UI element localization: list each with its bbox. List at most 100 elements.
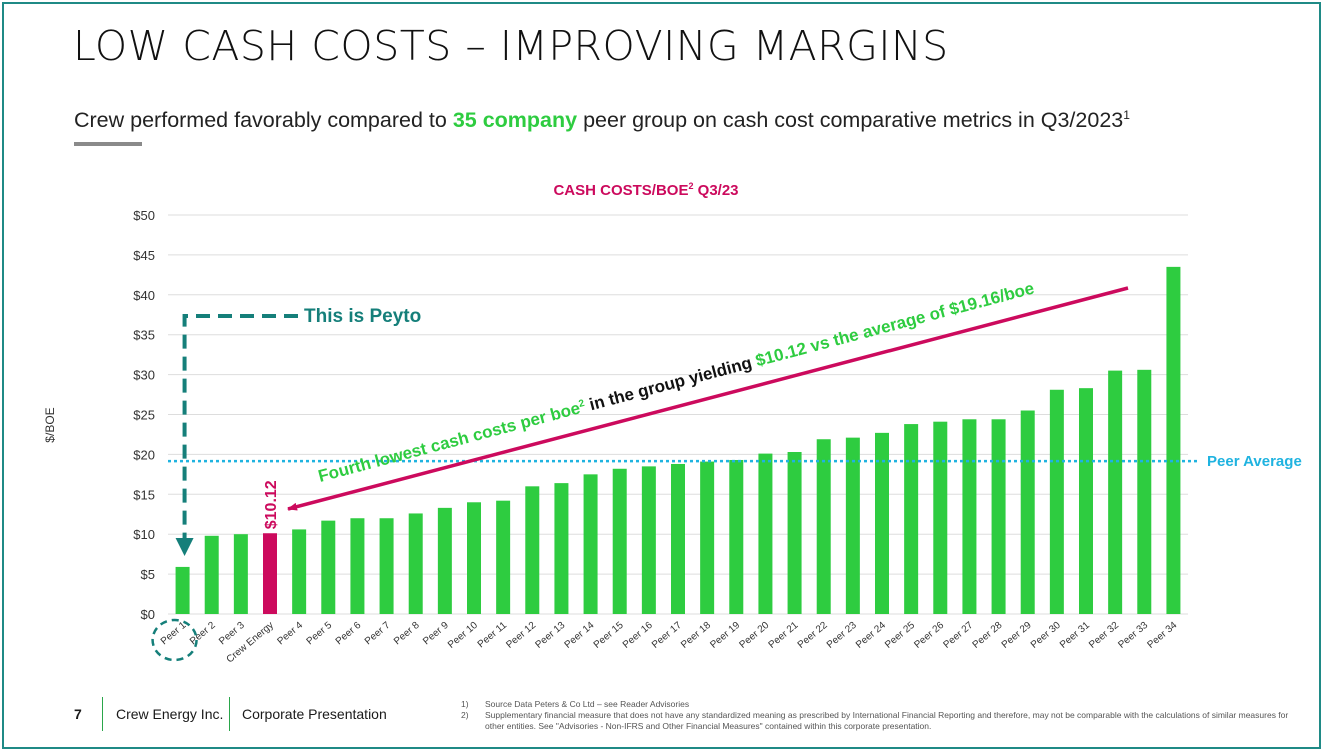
footnote: 2) Supplementary financial measure that d… (461, 710, 1291, 732)
bars (175, 266, 1181, 614)
subtitle-underline (74, 142, 142, 146)
bar (379, 518, 394, 614)
subtitle-text-start: Crew performed favorably compared to (74, 108, 453, 133)
x-tick-label: Peer 6 (334, 620, 364, 648)
footnotes: 1) Source Data Peters & Co Ltd – see Read… (461, 699, 1291, 732)
bar (1137, 369, 1152, 614)
bar (1049, 389, 1064, 614)
x-tick-label: Peer 4 (275, 620, 305, 648)
y-tick-labels: $0 $5 $10 $15 $20 $25 $30 $35 $40 $45 $50 (133, 208, 155, 622)
bar (671, 463, 685, 614)
x-tick-label: Peer 24 (854, 620, 888, 651)
y-tick-label: $20 (133, 447, 155, 462)
x-tick-label: Peer 32 (1087, 620, 1121, 651)
y-tick-label: $25 (133, 408, 155, 423)
x-tick-label: Peer 31 (1058, 620, 1092, 651)
bar (1079, 388, 1093, 614)
x-tick-label: Peer 19 (708, 620, 742, 651)
footnote: 1) Source Data Peters & Co Ltd – see Read… (461, 699, 1291, 710)
x-tick-label: Peer 5 (305, 620, 335, 648)
chart-title-suffix: Q3/23 (694, 182, 739, 199)
bar-crew-energy (263, 533, 277, 614)
this-is-peyto-label: This is Peyto (304, 306, 421, 327)
x-tick-label: Peer 12 (504, 620, 538, 651)
chart-title-main: CASH COSTS/BOE (553, 182, 688, 199)
y-tick-label: $45 (133, 248, 155, 263)
y-tick-label: $40 (133, 288, 155, 303)
x-tick-label: Peer 16 (621, 620, 655, 651)
x-tick-label: Peer 21 (767, 620, 801, 651)
x-tick-label: Peer 33 (1116, 620, 1150, 651)
y-tick-label: $30 (133, 368, 155, 383)
footnote-number: 2) (461, 710, 469, 720)
x-tick-label: Peer 23 (825, 620, 859, 651)
footnote-text: Supplementary financial measure that doe… (485, 710, 1289, 731)
subtitle-highlight: 35 company (452, 108, 578, 133)
y-tick-label: $0 (141, 607, 155, 622)
x-tick-label: Peer 29 (1000, 620, 1034, 651)
bar (612, 468, 627, 614)
y-tick-label: $15 (133, 487, 155, 502)
peer-average-label: Peer Average (1207, 453, 1302, 470)
footnote-text: Source Data Peters & Co Ltd – see Reader… (485, 699, 690, 709)
bar (758, 453, 773, 614)
y-tick-label: $10 (133, 527, 155, 542)
peyto-callout-arrowhead (175, 538, 194, 556)
bar (583, 474, 598, 614)
x-tick-label: Peer 28 (971, 620, 1005, 651)
bar (1108, 370, 1123, 614)
slide-title: LOW CASH COSTS – IMPROVING MARGINS (73, 22, 949, 70)
y-tick-label: $50 (133, 208, 155, 223)
bar (408, 513, 423, 614)
y-tick-label: $35 (133, 328, 155, 343)
bar (816, 439, 831, 614)
x-tick-label: Peer 30 (1029, 620, 1063, 651)
bar (700, 461, 715, 614)
bar (729, 459, 744, 614)
crew-value-label: $10.12 (263, 480, 280, 529)
bar (641, 466, 656, 614)
trend-text-black: in the group yielding (583, 352, 759, 415)
footer-company: Crew Energy Inc. (116, 706, 224, 722)
bar (962, 419, 977, 614)
x-tick-label: Peer 17 (650, 620, 684, 651)
trend-arrow (287, 286, 1129, 511)
bar (991, 419, 1006, 614)
footer-divider (229, 697, 230, 731)
x-tick-label: Peer 10 (446, 620, 480, 651)
bar (437, 507, 452, 614)
chart-title: CASH COSTS/BOE2 Q3/23 (553, 181, 738, 199)
peer1-dashed-circle (151, 618, 198, 662)
subtitle-text-end: peer group on cash cost comparative metr… (577, 108, 1124, 133)
bar (1020, 410, 1035, 614)
bar (787, 452, 802, 614)
x-tick-label: Peer 25 (883, 620, 917, 651)
x-tick-label: Peer 18 (679, 620, 713, 651)
bar (467, 502, 481, 614)
y-axis-label: $/BOE (43, 407, 57, 442)
x-tick-label: Peer 15 (592, 620, 626, 651)
x-tick-label: Peer 22 (796, 620, 830, 651)
footer-divider (102, 697, 103, 731)
x-tick-label: Peer 8 (392, 620, 422, 648)
bar (496, 500, 511, 614)
bar (525, 486, 540, 614)
x-tick-label: Peer 14 (563, 620, 597, 651)
x-tick-label: Peer 7 (363, 620, 393, 648)
y-tick-label: $5 (141, 567, 155, 582)
trend-text-sup: 2 (578, 398, 587, 410)
bar (233, 534, 248, 614)
x-tick-label: Peer 27 (941, 620, 975, 651)
bar (350, 518, 365, 614)
footer-presentation: Corporate Presentation (242, 706, 387, 722)
peyto-callout-arrow (182, 314, 298, 542)
x-tick-label: Peer 11 (476, 620, 510, 651)
bar (933, 421, 948, 614)
subtitle-footnote-ref: 1 (1123, 108, 1130, 122)
bar (554, 483, 569, 614)
bar (904, 424, 919, 614)
page-number: 7 (74, 706, 82, 722)
footnote-number: 1) (461, 699, 469, 709)
chart-title-sup: 2 (688, 181, 693, 191)
